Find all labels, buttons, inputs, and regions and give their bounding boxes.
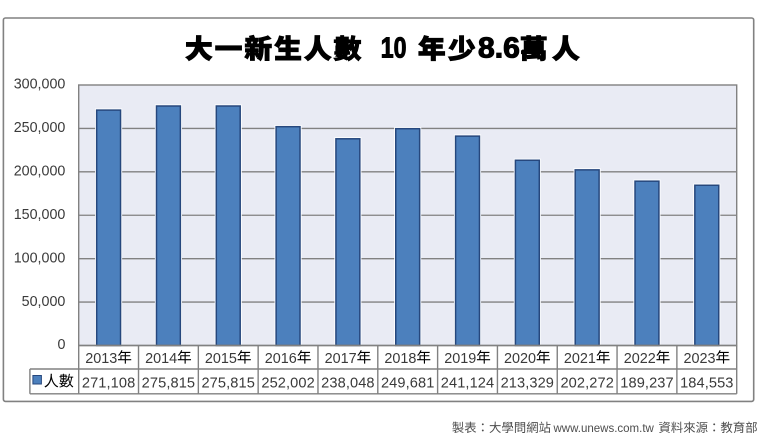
svg-text:2020: 2020 <box>504 351 536 367</box>
svg-text:2022: 2022 <box>624 351 656 367</box>
svg-text:2018: 2018 <box>384 351 416 367</box>
svg-text:8.6: 8.6 <box>478 33 520 65</box>
svg-text:252,002: 252,002 <box>261 375 314 391</box>
svg-text:189,237: 189,237 <box>620 375 673 391</box>
svg-text:2023: 2023 <box>683 351 715 367</box>
svg-text:241,124: 241,124 <box>441 375 494 391</box>
svg-text:0: 0 <box>57 337 65 353</box>
svg-text:275,815: 275,815 <box>142 375 195 391</box>
svg-text:150,000: 150,000 <box>14 207 66 223</box>
svg-text:2019: 2019 <box>444 351 476 367</box>
svg-text:2015: 2015 <box>205 351 237 367</box>
svg-text:2014: 2014 <box>145 351 177 367</box>
svg-text:200,000: 200,000 <box>14 164 66 180</box>
svg-text:238,048: 238,048 <box>321 375 374 391</box>
svg-text:250,000: 250,000 <box>14 120 66 136</box>
svg-text:249,681: 249,681 <box>381 375 434 391</box>
svg-text:2021: 2021 <box>564 351 596 367</box>
svg-text:10: 10 <box>381 33 407 65</box>
svg-text:2013: 2013 <box>85 351 117 367</box>
svg-text:271,108: 271,108 <box>82 375 135 391</box>
svg-text:202,272: 202,272 <box>560 375 613 391</box>
svg-text:275,815: 275,815 <box>201 375 254 391</box>
svg-text:2017: 2017 <box>325 351 357 367</box>
svg-text:213,329: 213,329 <box>501 375 554 391</box>
svg-text:100,000: 100,000 <box>14 250 66 266</box>
svg-text:184,553: 184,553 <box>680 375 733 391</box>
svg-text:50,000: 50,000 <box>22 294 66 310</box>
svg-text:300,000: 300,000 <box>14 77 66 93</box>
svg-text:www.unews.com.tw: www.unews.com.tw <box>553 423 655 435</box>
svg-text:2016: 2016 <box>265 351 297 367</box>
